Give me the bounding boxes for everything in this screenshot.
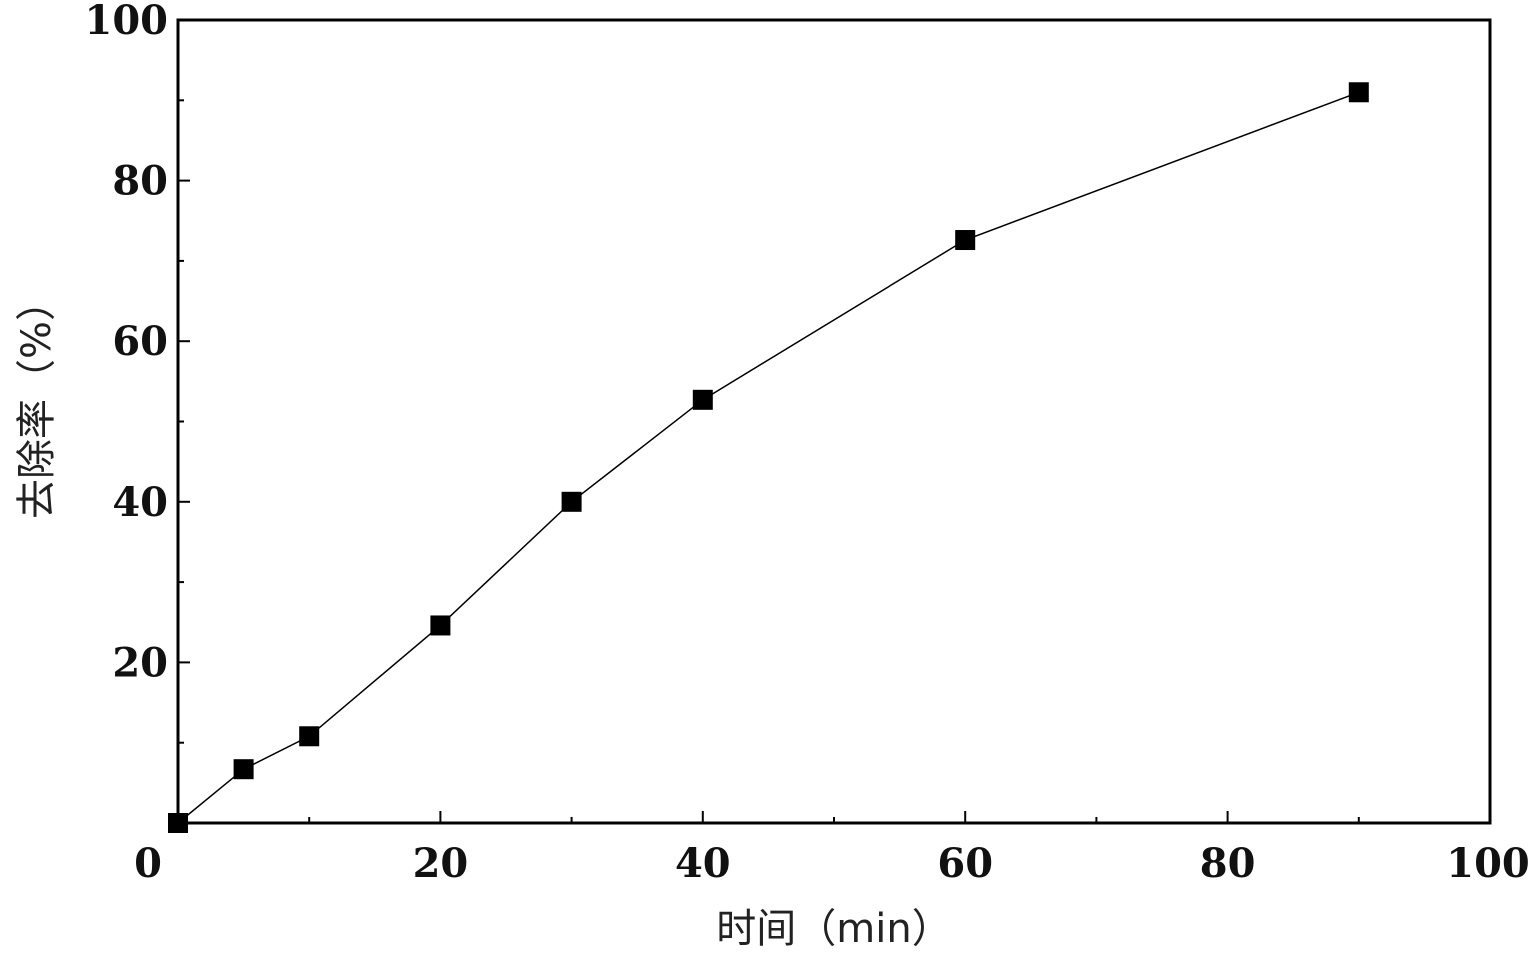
y-tick-label: 60 — [112, 318, 168, 365]
data-series — [168, 82, 1369, 833]
x-tick-label: 20 — [413, 840, 469, 887]
data-point-marker — [561, 491, 582, 512]
y-axis-label: 去除率（%） — [14, 281, 60, 519]
x-tick-label: 100 — [1446, 840, 1530, 887]
y-tick-label: 40 — [112, 479, 168, 526]
data-point-marker — [299, 726, 320, 747]
data-point-marker — [692, 389, 713, 410]
tick-labels: 0 20 40 60 80 100 20 40 60 80 100 — [85, 0, 1530, 887]
data-point-marker — [233, 759, 254, 780]
data-point-marker — [955, 230, 976, 251]
x-tick-label: 80 — [1200, 840, 1256, 887]
data-point-marker — [168, 813, 188, 833]
plot-area-frame — [176, 18, 1492, 825]
axis-ticks — [178, 99, 1360, 823]
x-axis-label: 时间（min） — [716, 906, 951, 952]
x-tick-label: 0 — [134, 840, 162, 887]
y-tick-label: 80 — [112, 158, 168, 205]
data-point-marker — [1348, 82, 1369, 103]
y-tick-label: 100 — [85, 0, 169, 44]
x-tick-label: 40 — [675, 840, 731, 887]
data-point-marker — [430, 615, 451, 636]
y-tick-label: 20 — [112, 639, 168, 686]
x-tick-label: 60 — [937, 840, 993, 887]
series-line — [177, 91, 1360, 824]
